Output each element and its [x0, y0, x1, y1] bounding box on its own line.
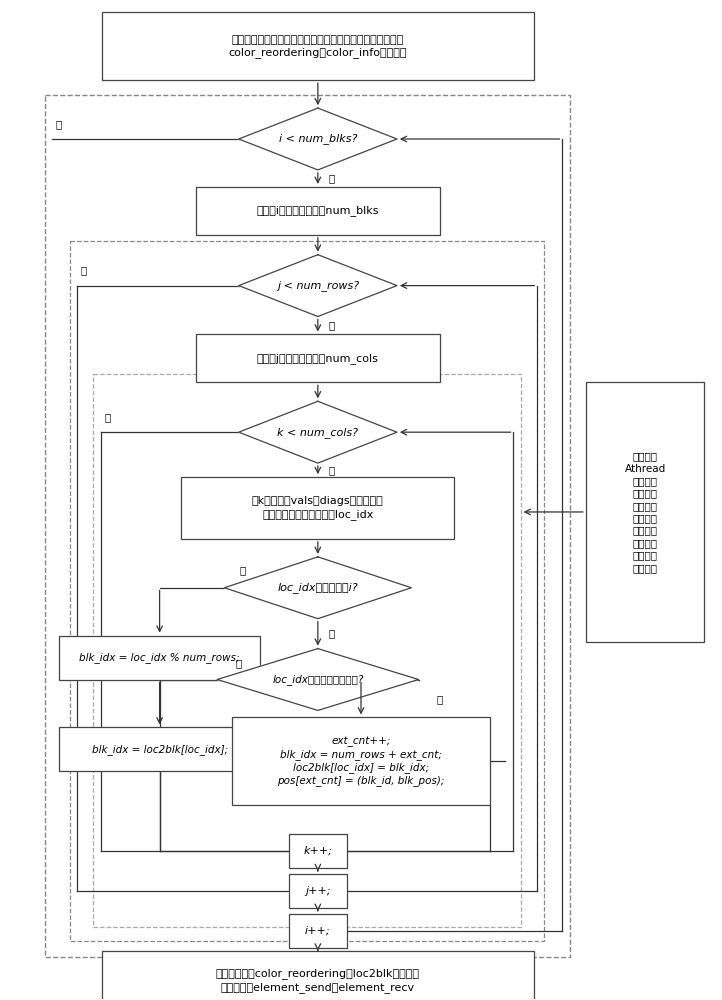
- Polygon shape: [239, 108, 397, 170]
- Text: j++;: j++;: [305, 886, 331, 896]
- Text: 根据矩阵元素依赖关系图将矩阵分成行块并进行着色以构建
color_reordering和color_info数据结构: 根据矩阵元素依赖关系图将矩阵分成行块并进行着色以构建 color_reorder…: [229, 35, 407, 58]
- Text: loc_idx是否是第一次访问?: loc_idx是否是第一次访问?: [272, 674, 364, 685]
- Text: loc_idx是否属于块i?: loc_idx是否属于块i?: [277, 582, 358, 593]
- Text: 是: 是: [329, 320, 335, 330]
- FancyBboxPatch shape: [181, 477, 454, 539]
- FancyBboxPatch shape: [59, 636, 261, 680]
- Text: 否: 否: [56, 119, 62, 129]
- Text: i++;: i++;: [305, 926, 331, 936]
- Polygon shape: [239, 401, 397, 463]
- FancyBboxPatch shape: [102, 12, 534, 80]
- Text: 是: 是: [239, 565, 245, 575]
- Text: 获取块i的行数并赋值给num_blks: 获取块i的行数并赋值给num_blks: [256, 205, 379, 216]
- FancyBboxPatch shape: [102, 951, 534, 1000]
- Text: ext_cnt++;
blk_idx = num_rows + ext_cnt;
loc2blk[loc_idx] = blk_idx;
pos[ext_cnt: ext_cnt++; blk_idx = num_rows + ext_cnt;…: [277, 736, 445, 786]
- Text: 是: 是: [437, 694, 443, 704]
- Text: blk_idx = loc_idx % num_rows;: blk_idx = loc_idx % num_rows;: [79, 652, 240, 663]
- Polygon shape: [217, 649, 419, 710]
- FancyBboxPatch shape: [289, 914, 347, 948]
- FancyBboxPatch shape: [289, 874, 347, 908]
- FancyBboxPatch shape: [196, 187, 440, 235]
- Text: 将k列对应的vals和diags进行重排，
并取得对应的进程内索引loc_idx: 将k列对应的vals和diags进行重排， 并取得对应的进程内索引loc_idx: [252, 496, 383, 520]
- Text: blk_idx = loc2blk[loc_idx];: blk_idx = loc2blk[loc_idx];: [92, 744, 227, 755]
- Text: 否: 否: [105, 412, 111, 422]
- Text: 是: 是: [329, 173, 335, 183]
- Text: 获取行j的列数并赋值给num_cols: 获取行j的列数并赋值给num_cols: [257, 353, 379, 364]
- Text: 否: 否: [81, 266, 87, 276]
- Text: 根据已构建的color_reordering和loc2blk等数据，
进一步构建element_send和element_recv: 根据已构建的color_reordering和loc2blk等数据， 进一步构建…: [216, 969, 420, 993]
- Text: 否: 否: [329, 629, 335, 639]
- FancyBboxPatch shape: [232, 717, 490, 805]
- Text: 是: 是: [329, 465, 335, 475]
- Polygon shape: [239, 255, 397, 317]
- Text: 通过使用
Athread
库、对整
个自定义
数据结构
的构建过
程在申威
众核平台
进行多线
程并行。: 通过使用 Athread 库、对整 个自定义 数据结构 的构建过 程在申威 众核…: [625, 451, 666, 573]
- Text: k++;: k++;: [303, 846, 332, 856]
- FancyBboxPatch shape: [59, 727, 261, 771]
- Polygon shape: [225, 557, 412, 619]
- Text: k < num_cols?: k < num_cols?: [277, 427, 358, 438]
- Text: 否: 否: [235, 659, 242, 669]
- FancyBboxPatch shape: [196, 334, 440, 382]
- FancyBboxPatch shape: [586, 382, 705, 642]
- FancyBboxPatch shape: [289, 834, 347, 868]
- Text: i < num_blks?: i < num_blks?: [279, 134, 357, 144]
- Text: j < num_rows?: j < num_rows?: [277, 280, 359, 291]
